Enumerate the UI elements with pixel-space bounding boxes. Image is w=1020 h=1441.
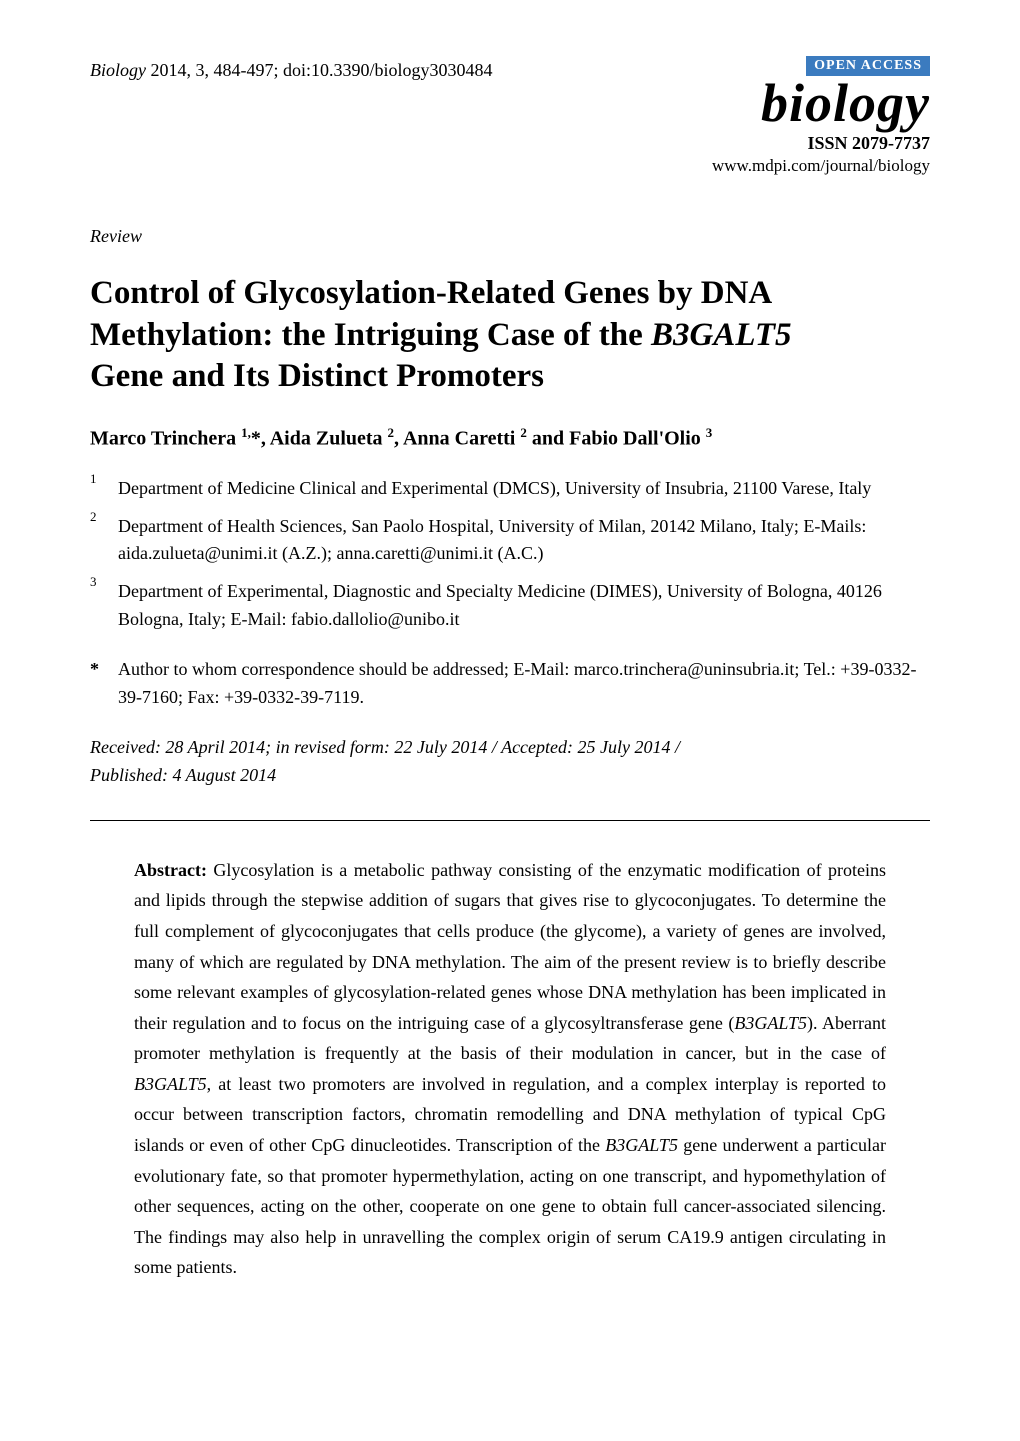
affiliation-item: 2 Department of Health Sciences, San Pao… — [90, 513, 930, 569]
correspondence-marker: * — [90, 656, 99, 684]
abstract-lead: Abstract: — [134, 860, 207, 880]
affiliation-text: Department of Health Sciences, San Paolo… — [118, 516, 866, 564]
title-line3: Gene and Its Distinct Promoters — [90, 358, 544, 394]
abstract-text-a: Glycosylation is a metabolic pathway con… — [134, 860, 886, 1033]
author-list: Marco Trinchera 1,*, Aida Zulueta 2, Ann… — [90, 425, 930, 451]
affiliation-text: Department of Medicine Clinical and Expe… — [118, 478, 871, 498]
abstract: Abstract: Glycosylation is a metabolic p… — [90, 855, 930, 1283]
dates-line1: Received: 28 April 2014; in revised form… — [90, 737, 680, 757]
header-row: Biology 2014, 3, 484-497; doi:10.3390/bi… — [90, 60, 930, 176]
author-and: and — [527, 428, 569, 450]
author-4-aff: 3 — [706, 425, 713, 440]
author-1: Marco Trinchera — [90, 428, 241, 450]
correspondence-text: Author to whom correspondence should be … — [118, 659, 916, 707]
affiliation-marker: 3 — [90, 572, 97, 592]
author-1-aff: 1, — [241, 425, 251, 440]
title-line2a: Methylation: the Intriguing Case of the — [90, 317, 651, 353]
affiliation-list: 1 Department of Medicine Clinical and Ex… — [90, 475, 930, 634]
abstract-gene-3: B3GALT5 — [605, 1135, 678, 1155]
title-gene: B3GALT5 — [651, 317, 792, 353]
affiliation-item: 1 Department of Medicine Clinical and Ex… — [90, 475, 930, 503]
abstract-gene-2: B3GALT5 — [134, 1074, 207, 1094]
author-4: Fabio Dall'Olio — [569, 428, 706, 450]
journal-reference: Biology 2014, 3, 484-497; doi:10.3390/bi… — [90, 60, 493, 81]
journal-logo: biology — [761, 78, 930, 129]
dates-line2: Published: 4 August 2014 — [90, 765, 276, 785]
author-1-star: * — [251, 428, 261, 450]
affiliation-marker: 2 — [90, 507, 97, 527]
affiliation-text: Department of Experimental, Diagnostic a… — [118, 581, 882, 629]
author-3: Anna Caretti — [403, 428, 520, 450]
correspondence: * Author to whom correspondence should b… — [90, 656, 930, 712]
author-sep-2: , — [394, 428, 403, 450]
author-2: Aida Zulueta — [270, 428, 388, 450]
title-line1: Control of Glycosylation-Related Genes b… — [90, 275, 772, 311]
journal-name: Biology — [90, 60, 146, 80]
year-vol: 2014, 3, 484-497; doi:10.3390/biology303… — [151, 60, 493, 80]
article-type: Review — [90, 226, 930, 247]
article-dates: Received: 28 April 2014; in revised form… — [90, 734, 930, 790]
page: Biology 2014, 3, 484-497; doi:10.3390/bi… — [0, 0, 1020, 1441]
affiliation-marker: 1 — [90, 469, 97, 489]
horizontal-rule — [90, 820, 930, 821]
article-title: Control of Glycosylation-Related Genes b… — [90, 273, 930, 397]
abstract-text-d: gene underwent a particular evolutionary… — [134, 1135, 886, 1277]
affiliation-item: 3 Department of Experimental, Diagnostic… — [90, 578, 930, 634]
journal-doi: 2014, 3, 484-497; doi:10.3390/biology303… — [151, 60, 493, 80]
issn: ISSN 2079-7737 — [807, 133, 930, 154]
author-sep-1: , — [261, 428, 270, 450]
abstract-gene-1: B3GALT5 — [734, 1013, 807, 1033]
brand-column: OPEN ACCESS biology ISSN 2079-7737 www.m… — [712, 56, 930, 176]
journal-url: www.mdpi.com/journal/biology — [712, 156, 930, 176]
